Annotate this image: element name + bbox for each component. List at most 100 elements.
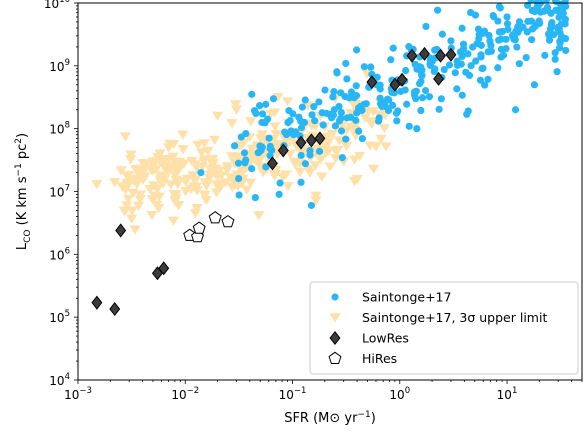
data-point — [208, 211, 222, 224]
data-point — [196, 162, 208, 172]
data-point — [125, 150, 137, 160]
data-point — [478, 64, 486, 73]
data-point — [294, 167, 306, 178]
data-point — [389, 44, 397, 52]
data-point — [230, 142, 239, 150]
data-point — [309, 161, 322, 171]
data-point — [211, 111, 224, 121]
data-point — [177, 130, 189, 140]
legend-label-lowres: LowRes — [362, 331, 409, 346]
y-tick-label: 107 — [49, 184, 70, 200]
data-point — [347, 88, 356, 96]
data-point — [331, 122, 339, 130]
series-saintonge17 — [197, 0, 570, 210]
legend: Saintonge+17 Saintonge+17, 3σ upper limit… — [309, 281, 579, 375]
data-point — [210, 164, 222, 174]
data-point — [447, 37, 455, 45]
data-point — [315, 155, 327, 165]
data-point — [343, 75, 351, 83]
data-point — [387, 56, 395, 64]
data-point — [322, 132, 334, 142]
legend-label-saintonge17-upper-limit: Saintonge+17, 3σ upper limit — [362, 310, 547, 325]
data-point — [179, 176, 191, 187]
data-point — [390, 89, 398, 97]
data-point — [551, 49, 559, 57]
data-point — [524, 1, 532, 9]
data-point — [497, 53, 505, 61]
data-point — [366, 75, 378, 90]
data-point — [316, 172, 328, 182]
data-point — [338, 154, 346, 162]
data-point — [496, 4, 504, 12]
data-point — [460, 44, 468, 53]
legend-marker-hires — [328, 351, 342, 364]
data-point — [210, 169, 222, 179]
data-point — [122, 194, 134, 205]
data-point — [177, 145, 189, 155]
data-point — [297, 151, 305, 160]
data-point — [464, 50, 472, 58]
data-point — [281, 128, 289, 136]
data-point — [301, 96, 309, 104]
data-point — [235, 174, 243, 183]
legend-marker-saintonge17-upper-limit — [329, 313, 341, 323]
data-point — [458, 91, 466, 99]
data-point — [495, 36, 503, 44]
data-point — [119, 132, 131, 142]
data-point — [121, 201, 133, 211]
data-point — [426, 61, 435, 70]
data-point — [378, 124, 391, 134]
data-point — [435, 105, 443, 113]
data-point — [163, 143, 175, 153]
data-point — [297, 178, 305, 186]
data-point — [250, 157, 262, 167]
data-point — [418, 71, 426, 80]
data-point — [262, 163, 270, 171]
data-point — [128, 176, 140, 186]
data-point — [258, 118, 266, 127]
data-point — [342, 59, 350, 68]
data-point — [167, 216, 180, 226]
x-tick-label: 10−3 — [64, 386, 92, 402]
data-point — [277, 172, 289, 182]
legend-box — [309, 281, 579, 375]
data-point — [310, 103, 318, 111]
data-point — [474, 25, 483, 33]
data-point — [559, 8, 567, 17]
data-point — [295, 135, 307, 150]
data-point — [451, 69, 459, 77]
data-point — [138, 166, 150, 176]
data-point — [380, 142, 392, 152]
data-point — [545, 31, 553, 39]
data-point — [345, 122, 358, 133]
data-point — [256, 102, 264, 110]
data-point — [524, 17, 532, 25]
data-point — [269, 108, 281, 118]
data-point — [502, 35, 510, 43]
legend-marker-saintonge17 — [331, 293, 339, 301]
data-point — [209, 135, 221, 146]
y-tick-label: 104 — [49, 372, 70, 388]
data-point — [329, 93, 337, 101]
data-point — [230, 100, 242, 110]
data-point — [561, 34, 570, 43]
data-point — [251, 193, 259, 202]
data-point — [530, 81, 539, 89]
data-point — [306, 151, 314, 159]
data-point — [405, 122, 413, 130]
data-point — [130, 164, 142, 175]
data-point — [158, 163, 170, 173]
data-point — [146, 211, 158, 221]
legend-label-hires: HiRes — [362, 351, 397, 366]
data-point — [555, 44, 564, 52]
data-point — [403, 100, 411, 108]
data-point — [147, 157, 159, 167]
data-points-layer — [91, 0, 570, 316]
data-point — [502, 44, 510, 53]
data-point — [425, 93, 434, 101]
data-point — [553, 68, 561, 76]
data-point — [547, 20, 555, 29]
data-point — [241, 159, 249, 167]
data-point — [240, 149, 249, 157]
x-tick-label: 101 — [497, 386, 518, 402]
